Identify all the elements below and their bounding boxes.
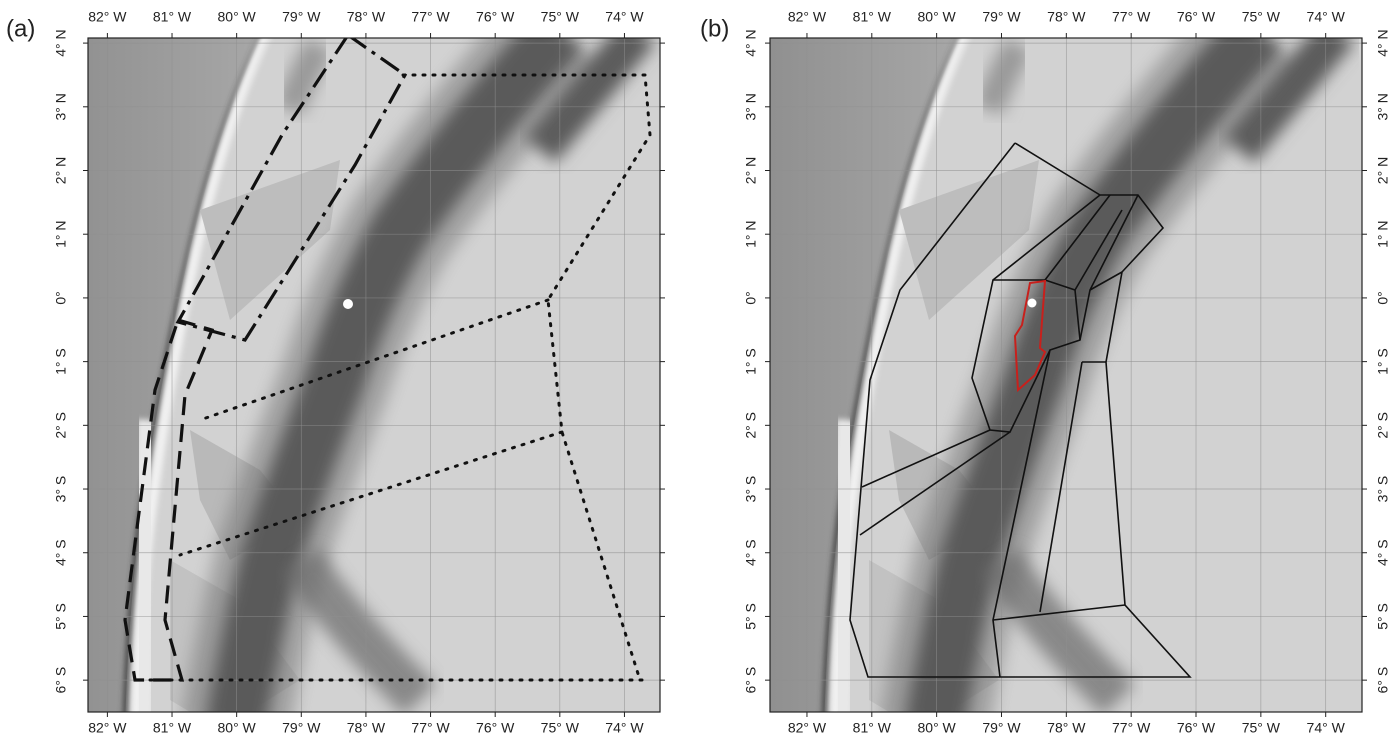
site [1028, 299, 1037, 308]
x-tick-label: 82° W [788, 720, 827, 736]
y-tick-label: 5° S [743, 603, 759, 630]
x-tick-label: 78° W [347, 9, 386, 25]
x-tick-label: 81° W [853, 720, 892, 736]
terrain-b [739, 30, 1400, 730]
y-tick-label: 2° S [743, 412, 759, 439]
y-tick-label: 0° [53, 291, 69, 304]
x-tick-label: 80° W [918, 720, 957, 736]
y-tick-label: 4° S [53, 539, 69, 566]
y-tick-label: 4° S [743, 539, 759, 566]
y-tick-label: 2° N [743, 157, 759, 184]
y-tick-label: 5° S [53, 603, 69, 630]
x-tick-label: 74° W [1307, 9, 1346, 25]
y-tick-label: 5° S [1375, 603, 1391, 630]
panel-label: (a) [6, 15, 35, 42]
x-tick-label: 80° W [218, 720, 257, 736]
y-tick-label: 3° N [53, 93, 69, 120]
panel-label: (b) [700, 15, 729, 42]
y-tick-label: 6° S [53, 667, 69, 694]
x-tick-label: 80° W [918, 9, 957, 25]
y-tick-label: 0° [743, 291, 759, 304]
y-tick-label: 1° N [1375, 221, 1391, 248]
y-tick-label: 3° S [53, 476, 69, 503]
y-tick-label: 2° N [1375, 157, 1391, 184]
x-tick-label: 77° W [411, 720, 450, 736]
figure: (a) (b) 82° W 82° W 81° W 81° W 80° W 80° W 79… [0, 0, 1400, 742]
y-tick-label: 6° S [743, 667, 759, 694]
y-tick-label: 2° S [1375, 412, 1391, 439]
x-tick-label: 74° W [605, 9, 644, 25]
x-tick-label: 78° W [347, 720, 386, 736]
y-tick-label: 3° N [1375, 93, 1391, 120]
y-tick-label: 1° S [1375, 348, 1391, 375]
y-tick-label: 4° N [1375, 29, 1391, 56]
y-tick-label: 3° N [743, 93, 759, 120]
x-tick-label: 74° W [605, 720, 644, 736]
y-tick-label: 1° N [743, 221, 759, 248]
x-tick-label: 81° W [153, 720, 192, 736]
y-tick-label: 4° N [743, 29, 759, 56]
x-tick-label: 75° W [541, 720, 580, 736]
x-tick-label: 78° W [1047, 720, 1086, 736]
y-tick-label: 4° S [1375, 539, 1391, 566]
x-tick-label: 79° W [982, 720, 1021, 736]
x-tick-label: 77° W [1112, 720, 1151, 736]
x-tick-label: 82° W [88, 720, 127, 736]
x-tick-label: 81° W [853, 9, 892, 25]
site [343, 299, 353, 309]
y-tick-label: 3° S [743, 476, 759, 503]
x-tick-label: 77° W [1112, 9, 1151, 25]
x-tick-label: 76° W [476, 9, 515, 25]
x-tick-label: 76° W [1177, 9, 1216, 25]
x-tick-label: 76° W [476, 720, 515, 736]
x-tick-label: 78° W [1047, 9, 1086, 25]
y-tick-label: 3° S [1375, 476, 1391, 503]
y-tick-label: 1° S [53, 348, 69, 375]
y-tick-label: 1° S [743, 348, 759, 375]
y-tick-label: 4° N [53, 29, 69, 56]
y-tick-label: 6° S [1375, 667, 1391, 694]
x-tick-label: 75° W [541, 9, 580, 25]
x-tick-label: 77° W [411, 9, 450, 25]
x-tick-label: 75° W [1242, 720, 1281, 736]
x-tick-label: 75° W [1242, 9, 1281, 25]
x-tick-label: 79° W [282, 9, 321, 25]
x-tick-label: 74° W [1307, 720, 1346, 736]
y-tick-label: 0° [1375, 291, 1391, 304]
x-tick-label: 82° W [88, 9, 127, 25]
y-tick-label: 1° N [53, 221, 69, 248]
x-tick-label: 80° W [218, 9, 257, 25]
y-tick-label: 2° S [53, 412, 69, 439]
x-tick-label: 76° W [1177, 720, 1216, 736]
y-tick-label: 2° N [53, 157, 69, 184]
x-tick-label: 81° W [153, 9, 192, 25]
x-tick-label: 79° W [982, 9, 1021, 25]
terrain-a [40, 30, 740, 730]
x-tick-label: 82° W [788, 9, 827, 25]
x-tick-label: 79° W [282, 720, 321, 736]
